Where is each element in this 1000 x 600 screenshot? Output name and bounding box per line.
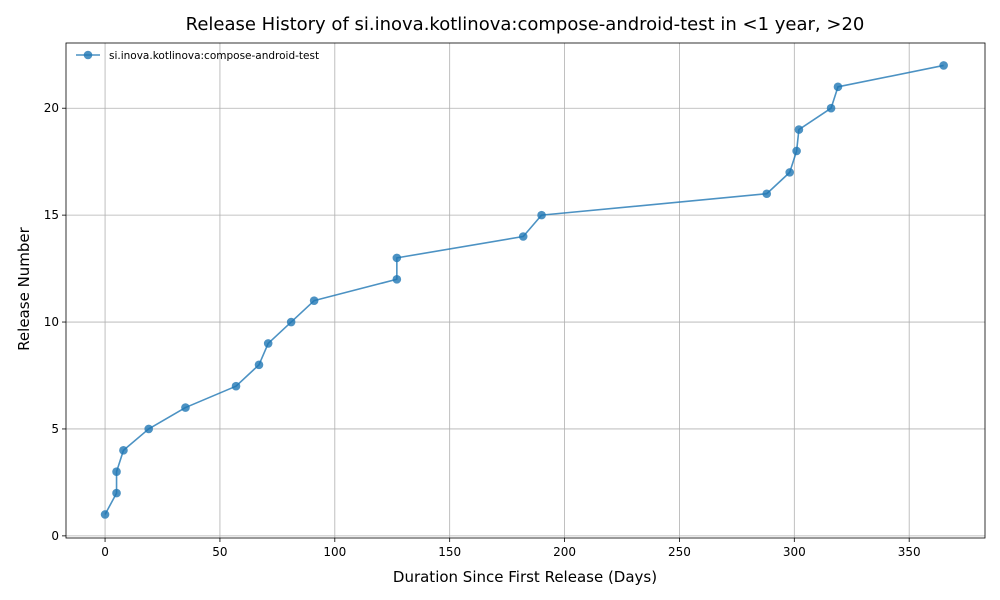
x-tick-label: 0 (101, 545, 109, 559)
chart-title: Release History of si.inova.kotlinova:co… (186, 14, 865, 35)
data-point (518, 232, 528, 241)
x-tick-label: 50 (212, 545, 227, 559)
data-point (537, 210, 546, 220)
y-tick-label: 20 (44, 101, 59, 115)
data-point (231, 381, 241, 391)
data-point (794, 125, 804, 134)
data-point (112, 488, 121, 498)
data-point (144, 424, 154, 434)
data-point (826, 103, 836, 113)
data-point (112, 467, 121, 477)
x-tick-label: 100 (323, 545, 346, 559)
x-tick-label: 200 (553, 545, 576, 559)
legend: si.inova.kotlinova:compose-android-test (76, 50, 319, 62)
ticks: 0 50 100 150 200 250 300 350 0 5 10 15 20 (44, 101, 921, 559)
x-tick-label: 250 (668, 545, 691, 559)
y-tick-label: 10 (44, 315, 59, 329)
data-point (392, 253, 402, 263)
data-point (833, 82, 843, 92)
legend-marker (83, 50, 93, 60)
data-point (119, 446, 128, 455)
x-tick-label: 300 (783, 545, 806, 559)
data-point (392, 274, 402, 284)
x-tick-label: 150 (438, 545, 461, 559)
data-point (792, 146, 801, 156)
legend-label: si.inova.kotlinova:compose-android-test (109, 50, 319, 62)
series-layer (100, 61, 948, 519)
y-axis-title: Release Number (15, 226, 33, 350)
data-point (309, 296, 319, 305)
y-tick-label: 15 (44, 208, 59, 222)
data-point (939, 61, 948, 70)
plot-frame (65, 42, 986, 539)
data-point (286, 317, 296, 327)
y-tick-label: 0 (51, 529, 59, 543)
series-line (104, 64, 944, 515)
data-point (762, 189, 772, 199)
data-point (263, 339, 273, 348)
data-point (785, 168, 795, 177)
data-point (100, 510, 110, 519)
data-point (181, 403, 190, 412)
y-tick-label: 5 (51, 422, 59, 436)
x-tick-label: 350 (898, 545, 921, 559)
x-axis-title: Duration Since First Release (Days) (393, 568, 657, 586)
data-point (254, 360, 264, 370)
